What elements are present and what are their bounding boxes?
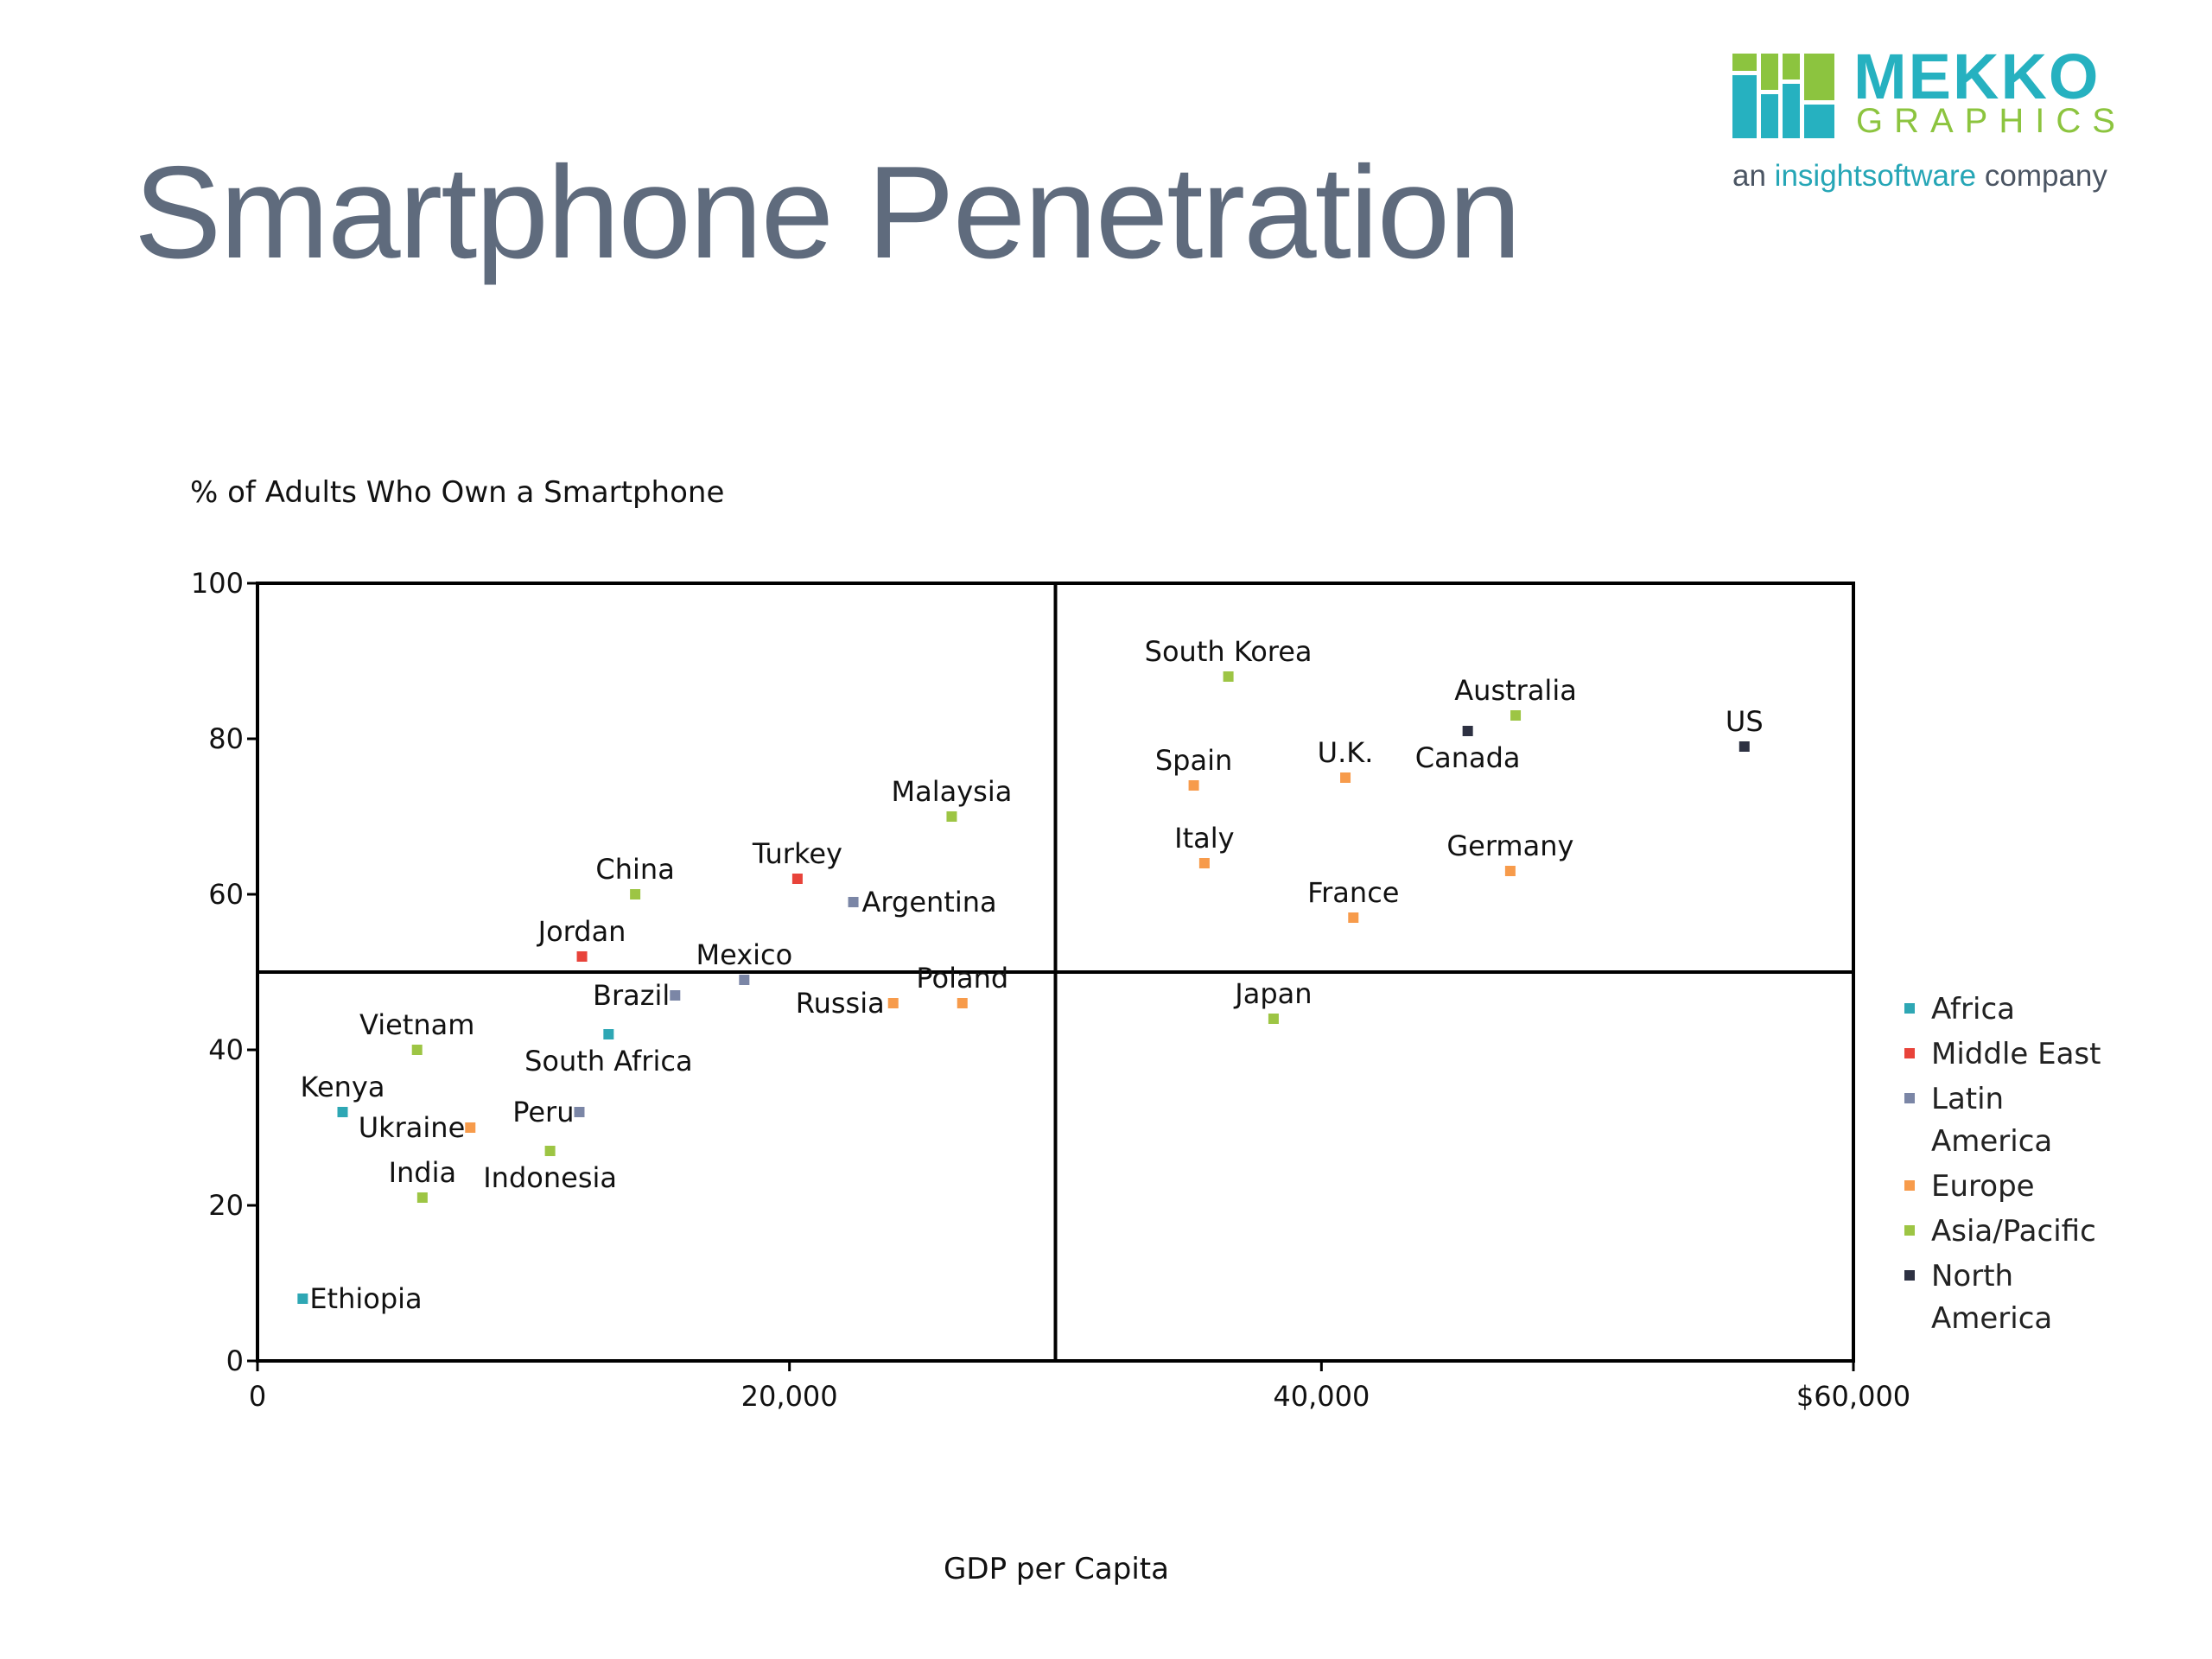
mekko-graphics-logo: MEKKO GRAPHICS an insightsoftware compan… bbox=[1732, 45, 2147, 201]
data-point-marker bbox=[411, 1045, 423, 1055]
data-point-label: Canada bbox=[1415, 741, 1521, 774]
legend-label: Africa bbox=[1931, 992, 2015, 1027]
data-point-marker bbox=[670, 990, 681, 1001]
data-point-marker bbox=[1462, 726, 1473, 736]
data-point-marker bbox=[416, 1192, 428, 1203]
data-point-label: Peru bbox=[512, 1096, 574, 1128]
data-point-marker bbox=[1510, 710, 1522, 721]
data-point-label: France bbox=[1307, 876, 1399, 909]
logo-tagline: an insightsoftware company bbox=[1732, 161, 2107, 191]
y-tick-label: 80 bbox=[208, 722, 244, 755]
data-point-marker bbox=[603, 1029, 614, 1039]
logo-tagline-brand: insightsoftware bbox=[1774, 159, 1977, 193]
x-tick-label: $60,000 bbox=[1796, 1380, 1910, 1413]
data-point-label: Italy bbox=[1174, 822, 1234, 855]
logo-word-graphics: GRAPHICS bbox=[1856, 102, 2126, 140]
data-point-label: Vietnam bbox=[359, 1008, 474, 1041]
data-point-marker bbox=[1504, 866, 1516, 876]
data-point-label: India bbox=[389, 1156, 457, 1189]
y-axis-title: % of Adults Who Own a Smartphone bbox=[190, 475, 724, 510]
data-point-marker bbox=[630, 889, 641, 899]
data-point-marker bbox=[848, 897, 859, 907]
logo-tagline-suffix: company bbox=[1984, 159, 2107, 193]
legend-swatch bbox=[1904, 1003, 1915, 1014]
data-point-label: Spain bbox=[1155, 744, 1232, 777]
data-point-label: Russia bbox=[796, 987, 885, 1020]
data-point-marker bbox=[576, 951, 588, 962]
x-tick-label: 40,000 bbox=[1273, 1380, 1370, 1413]
data-point-marker bbox=[544, 1146, 556, 1156]
logo-blocks-icon bbox=[1732, 54, 1834, 138]
data-point-label: Ukraine bbox=[359, 1111, 466, 1144]
data-point-marker bbox=[337, 1107, 348, 1117]
legend-label: Europe bbox=[1931, 1169, 2035, 1204]
logo-tagline-prefix: an bbox=[1732, 159, 1766, 193]
data-point-label: Brazil bbox=[593, 979, 670, 1012]
data-point-marker bbox=[465, 1122, 476, 1133]
data-point-label: Malaysia bbox=[892, 775, 1013, 808]
data-point-label: South Korea bbox=[1145, 635, 1313, 668]
data-point-label: Japan bbox=[1233, 977, 1312, 1010]
y-tick-label: 60 bbox=[208, 878, 244, 911]
data-point-label: U.K. bbox=[1318, 736, 1374, 769]
x-axis-title: GDP per Capita bbox=[944, 1552, 1169, 1586]
x-tick-label: 20,000 bbox=[741, 1380, 838, 1413]
data-point-marker bbox=[887, 998, 899, 1008]
x-tick-label: 0 bbox=[249, 1380, 266, 1413]
data-point-marker bbox=[1738, 741, 1750, 752]
data-point-label: Australia bbox=[1454, 674, 1577, 707]
y-tick-label: 0 bbox=[226, 1344, 244, 1377]
legend-label: Latin bbox=[1931, 1082, 2004, 1116]
data-point-label: Poland bbox=[916, 962, 1008, 995]
data-point-marker bbox=[1348, 912, 1359, 923]
data-point-label: Turkey bbox=[752, 837, 842, 870]
logo-word-mekko: MEKKO bbox=[1853, 41, 2101, 112]
data-point-marker bbox=[574, 1107, 585, 1117]
y-tick-label: 100 bbox=[191, 567, 244, 600]
data-point-label: Germany bbox=[1446, 830, 1573, 862]
data-point-marker bbox=[297, 1294, 308, 1304]
legend-label: Middle East bbox=[1931, 1037, 2101, 1071]
y-tick-label: 20 bbox=[208, 1189, 244, 1222]
data-point-marker bbox=[1268, 1014, 1279, 1024]
data-point-label: Ethiopia bbox=[309, 1282, 422, 1315]
legend-label: North bbox=[1931, 1259, 2013, 1294]
data-point-marker bbox=[1223, 671, 1234, 682]
data-point-marker bbox=[957, 998, 968, 1008]
data-point-marker bbox=[791, 874, 803, 884]
data-point-label: Argentina bbox=[862, 886, 997, 918]
data-point-marker bbox=[946, 811, 957, 822]
legend-label: America bbox=[1931, 1124, 2052, 1159]
data-point-label: Indonesia bbox=[483, 1161, 617, 1194]
legend-swatch bbox=[1904, 1048, 1915, 1058]
y-tick-label: 40 bbox=[208, 1033, 244, 1066]
data-point-marker bbox=[1188, 780, 1199, 791]
data-point-label: Mexico bbox=[696, 938, 792, 971]
legend-swatch bbox=[1904, 1270, 1915, 1281]
data-point-label: South Africa bbox=[524, 1045, 692, 1077]
data-point-marker bbox=[1340, 772, 1351, 783]
data-point-label: Kenya bbox=[301, 1071, 385, 1103]
legend-swatch bbox=[1904, 1093, 1915, 1103]
legend-swatch bbox=[1904, 1180, 1915, 1191]
data-point-label: China bbox=[595, 853, 674, 886]
data-point-marker bbox=[1198, 858, 1210, 868]
data-point-label: Jordan bbox=[537, 915, 626, 948]
page-title: Smartphone Penetration bbox=[134, 139, 1522, 286]
data-point-label: US bbox=[1726, 705, 1764, 738]
data-point-marker bbox=[739, 975, 750, 985]
legend-label: Asia/Pacific bbox=[1931, 1214, 2096, 1249]
legend-swatch bbox=[1904, 1225, 1915, 1236]
legend-label: America bbox=[1931, 1301, 2052, 1336]
